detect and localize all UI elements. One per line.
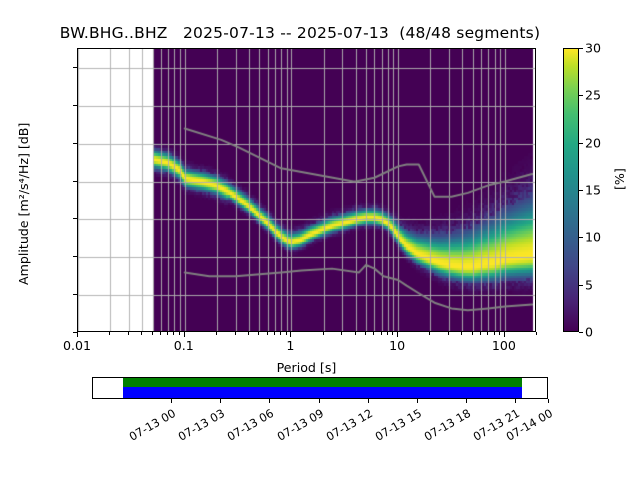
page-title: BW.BHG..BHZ 2025-07-13 -- 2025-07-13 (48… <box>59 24 541 42</box>
x-tick-mark-major <box>290 332 292 337</box>
colorbar-tick-mark <box>579 142 583 144</box>
y-tick-mark <box>73 256 77 258</box>
colorbar-tick-mark <box>579 284 583 286</box>
x-tick-mark-minor <box>167 332 169 335</box>
colorbar-tick-mark <box>579 190 583 191</box>
timeline-coverage-bar[interactable] <box>92 377 548 399</box>
colorbar[interactable] <box>563 48 579 332</box>
y-axis-label: Amplitude [m²/s⁴/Hz] [dB] <box>16 122 31 285</box>
x-tick-mark-minor <box>448 332 450 335</box>
x-tick-mark-minor <box>386 332 388 335</box>
x-tick-label: 0.1 <box>173 338 194 353</box>
timeline-tick-mark <box>466 399 468 403</box>
y-tick-mark <box>73 332 77 333</box>
x-tick-mark-minor <box>493 332 495 335</box>
x-tick-mark-minor <box>373 332 375 335</box>
x-tick-mark-minor <box>160 332 162 335</box>
x-tick-mark-minor <box>471 332 473 335</box>
timeline-tick-mark <box>269 399 271 403</box>
x-tick-mark-major <box>397 332 399 337</box>
y-tick-mark <box>73 218 77 220</box>
timeline-tick-mark <box>416 399 418 403</box>
x-tick-mark-major <box>183 332 185 337</box>
x-tick-mark-minor <box>380 332 382 335</box>
x-tick-mark-minor <box>322 332 324 335</box>
ppsd-heatmap-canvas <box>78 49 535 331</box>
x-tick-mark-minor <box>285 332 287 335</box>
x-tick-mark-minor <box>215 332 217 335</box>
timeline-tick-mark <box>515 399 517 403</box>
x-tick-mark-minor <box>392 332 394 335</box>
timeline-tick-mark <box>318 399 320 403</box>
x-tick-mark-minor <box>280 332 282 335</box>
colorbar-tick-mark <box>579 95 583 97</box>
colorbar-tick-label: 20 <box>585 135 602 151</box>
data-coverage-green <box>123 378 522 387</box>
x-tick-mark-minor <box>178 332 180 335</box>
colorbar-tick-label: 30 <box>585 40 602 56</box>
x-tick-mark-minor <box>247 332 249 335</box>
colorbar-tick-label: 0 <box>585 324 594 340</box>
colorbar-tick-label: 5 <box>585 277 594 293</box>
colorbar-tick-label: 15 <box>585 182 602 198</box>
x-tick-mark-minor <box>365 332 367 335</box>
x-tick-label: 10 <box>389 338 406 353</box>
timeline-tick-mark <box>367 399 369 403</box>
x-tick-mark-minor <box>258 332 260 335</box>
timeline-tick-mark <box>220 399 222 403</box>
x-tick-mark-minor <box>141 332 143 335</box>
colorbar-tick-mark <box>579 48 583 49</box>
x-tick-mark-minor <box>480 332 482 335</box>
x-tick-mark-minor <box>173 332 175 335</box>
colorbar-tick-mark <box>579 332 583 333</box>
x-tick-mark-minor <box>273 332 275 335</box>
x-tick-mark-minor <box>151 332 153 335</box>
timeline-tick-mark <box>548 399 549 403</box>
x-tick-mark-minor <box>461 332 463 335</box>
colorbar-tick-label: 25 <box>585 87 602 103</box>
x-tick-mark-minor <box>498 332 500 335</box>
timeline-tick-label: 07-13 06 <box>225 406 277 444</box>
ppsd-plot-area[interactable] <box>77 48 536 332</box>
y-tick-mark <box>73 180 77 182</box>
x-tick-mark-minor <box>536 332 537 335</box>
y-tick-mark <box>73 104 77 106</box>
x-axis-label: Period [s] <box>276 360 337 375</box>
colorbar-tick-label: 10 <box>585 229 602 245</box>
colorbar-unit-label: [%] <box>612 168 627 190</box>
colorbar-tick-mark <box>579 237 583 239</box>
x-tick-mark-minor <box>429 332 431 335</box>
y-tick-mark <box>73 294 77 296</box>
y-tick-mark <box>73 66 77 68</box>
x-tick-mark-minor <box>234 332 236 335</box>
x-tick-mark-minor <box>109 332 111 335</box>
x-tick-label: 100 <box>491 338 516 353</box>
x-tick-mark-minor <box>354 332 356 335</box>
data-coverage-blue <box>123 387 522 398</box>
x-tick-mark-minor <box>127 332 129 335</box>
timeline-tick-label: 07-13 09 <box>274 406 326 444</box>
x-tick-label: 1 <box>286 338 295 353</box>
x-tick-mark-minor <box>487 332 489 335</box>
timeline-tick-mark <box>170 399 172 403</box>
x-tick-mark-minor <box>266 332 268 335</box>
x-tick-mark-minor <box>341 332 343 335</box>
y-tick-mark <box>73 142 77 144</box>
x-tick-mark-major <box>503 332 505 337</box>
x-tick-mark-major <box>77 332 78 337</box>
x-tick-label: 0.01 <box>62 338 92 353</box>
